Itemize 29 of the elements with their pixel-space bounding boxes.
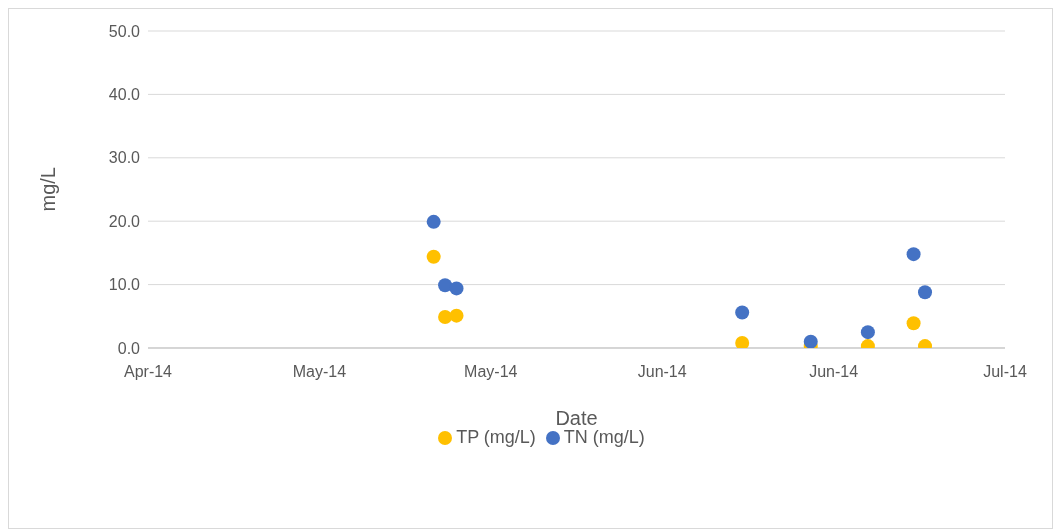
- y-tick-label: 20.0: [108, 212, 141, 230]
- point: [803, 334, 818, 348]
- point: [735, 305, 750, 320]
- y-axis-title: mg/L: [37, 167, 60, 212]
- x-axis-title: Date: [555, 407, 598, 429]
- legend-label: TP (mg/L): [456, 427, 536, 447]
- point: [426, 249, 441, 264]
- x-tick-label: Apr-14: [123, 363, 173, 381]
- legend-label: TN (mg/L): [563, 427, 645, 447]
- point: [449, 308, 464, 323]
- x-tick-label: Jul-14: [983, 363, 1027, 381]
- point: [860, 325, 875, 340]
- point: [918, 285, 933, 300]
- x-tick-label: Jun-14: [809, 363, 859, 381]
- point: [438, 278, 453, 293]
- point: [735, 335, 750, 348]
- y-tick-label: 10.0: [108, 276, 141, 294]
- y-tick-label: 30.0: [108, 149, 141, 167]
- y-tick-label: 40.0: [108, 86, 141, 104]
- point: [906, 316, 921, 331]
- point: [906, 247, 921, 262]
- point: [426, 214, 441, 229]
- x-tick-label: May-14: [292, 363, 347, 381]
- y-tick-label: 0.0: [117, 339, 141, 357]
- x-tick-label: Jun-14: [637, 363, 687, 381]
- y-tick-label: 50.0: [108, 22, 141, 40]
- x-tick-label: May-14: [464, 363, 518, 381]
- point: [438, 309, 453, 324]
- point: [449, 281, 464, 296]
